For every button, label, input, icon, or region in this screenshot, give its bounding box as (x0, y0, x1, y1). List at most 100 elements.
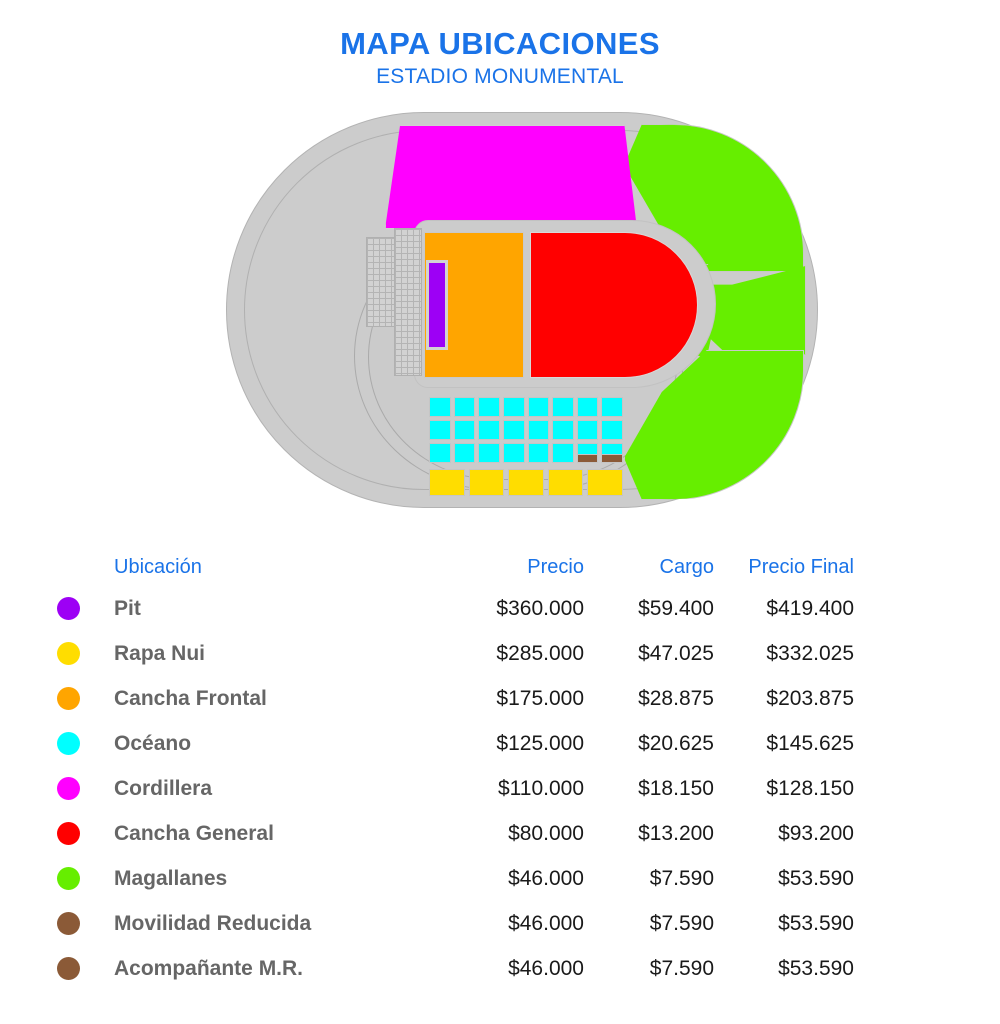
rapa-nui-block[interactable] (468, 469, 505, 496)
row-fee: $18.150 (638, 776, 714, 800)
table-header-row: Ubicación Precio Cargo Precio Final (0, 548, 1000, 586)
color-swatch-icon (57, 687, 80, 710)
column-header-total: Precio Final (748, 555, 854, 578)
color-swatch-icon (57, 732, 80, 755)
oceano-block[interactable] (478, 397, 500, 417)
row-fee: $7.590 (649, 911, 714, 935)
oceano-block[interactable] (601, 420, 623, 440)
oceano-block[interactable] (502, 397, 525, 417)
oceano-block-movilidad-reducida[interactable] (601, 443, 623, 463)
table-row[interactable]: Cancha General $80.000 $13.200 $93.200 (0, 811, 1000, 856)
page-title: MAPA UBICACIONES (340, 26, 660, 61)
table-row[interactable]: Océano $125.000 $20.625 $145.625 (0, 721, 1000, 766)
oceano-block[interactable] (429, 397, 451, 417)
table-row[interactable]: Movilidad Reducida $46.000 $7.590 $53.59… (0, 901, 1000, 946)
row-fee: $7.590 (649, 956, 714, 980)
oceano-block[interactable] (552, 443, 574, 463)
row-price: $46.000 (508, 911, 584, 935)
oceano-block[interactable] (502, 420, 525, 440)
row-location: Cancha Frontal (114, 686, 267, 710)
row-fee: $13.200 (638, 821, 714, 845)
oceano-block[interactable] (502, 443, 525, 463)
oceano-block[interactable] (478, 420, 500, 440)
row-location: Cordillera (114, 776, 213, 800)
color-swatch-icon (57, 777, 80, 800)
color-swatch-icon (57, 822, 80, 845)
row-price: $46.000 (508, 956, 584, 980)
row-price: $285.000 (496, 641, 584, 665)
page-subtitle: ESTADIO MONUMENTAL (376, 64, 624, 88)
row-total: $332.025 (766, 641, 854, 665)
row-location: Magallanes (114, 866, 228, 890)
color-swatch-icon (57, 912, 80, 935)
oceano-block[interactable] (429, 443, 451, 463)
row-price: $46.000 (508, 866, 584, 890)
table-row[interactable]: Rapa Nui $285.000 $47.025 $332.025 (0, 631, 1000, 676)
stadium-seating-map (226, 112, 818, 508)
row-location: Cancha General (114, 821, 274, 845)
row-swatch-cell (0, 867, 98, 890)
column-header-location: Ubicación (114, 555, 202, 578)
color-swatch-icon (57, 642, 80, 665)
oceano-block[interactable] (453, 397, 476, 417)
row-location: Movilidad Reducida (114, 911, 312, 935)
row-fee: $28.875 (638, 686, 714, 710)
table-row[interactable]: Pit $360.000 $59.400 $419.400 (0, 586, 1000, 631)
map-section-oceano-grid (429, 397, 623, 463)
row-swatch-cell (0, 597, 98, 620)
rapa-nui-block[interactable] (508, 469, 544, 496)
row-swatch-cell (0, 642, 98, 665)
map-section-rapa-nui-grid (429, 469, 623, 496)
row-fee: $7.590 (649, 866, 714, 890)
oceano-block[interactable] (552, 397, 574, 417)
rapa-nui-block[interactable] (547, 469, 584, 496)
table-row[interactable]: Acompañante M.R. $46.000 $7.590 $53.590 (0, 946, 1000, 991)
row-price: $175.000 (496, 686, 584, 710)
oceano-block[interactable] (453, 443, 476, 463)
row-location: Océano (114, 731, 192, 755)
table-row[interactable]: Magallanes $46.000 $7.590 $53.590 (0, 856, 1000, 901)
row-swatch-cell (0, 957, 98, 980)
row-total: $128.150 (766, 776, 854, 800)
map-section-cancha-general[interactable] (530, 232, 698, 378)
rapa-nui-block[interactable] (587, 469, 623, 496)
oceano-block[interactable] (576, 397, 599, 417)
table-row[interactable]: Cordillera $110.000 $18.150 $128.150 (0, 766, 1000, 811)
row-total: $419.400 (766, 596, 854, 620)
row-fee: $59.400 (638, 596, 714, 620)
oceano-block[interactable] (527, 420, 550, 440)
row-price: $80.000 (508, 821, 584, 845)
map-section-cordillera[interactable] (385, 125, 637, 229)
oceano-block[interactable] (429, 420, 451, 440)
map-section-pit[interactable] (426, 260, 448, 350)
row-total: $53.590 (778, 866, 854, 890)
color-swatch-icon (57, 867, 80, 890)
row-swatch-cell (0, 822, 98, 845)
row-location: Pit (114, 596, 141, 620)
oceano-block[interactable] (601, 397, 623, 417)
row-price: $360.000 (496, 596, 584, 620)
oceano-block[interactable] (453, 420, 476, 440)
row-swatch-cell (0, 912, 98, 935)
row-total: $53.590 (778, 956, 854, 980)
row-location: Rapa Nui (114, 641, 206, 665)
map-section-cancha-frontal[interactable] (424, 232, 524, 378)
rapa-nui-block[interactable] (429, 469, 465, 496)
row-total: $53.590 (778, 911, 854, 935)
row-total: $93.200 (778, 821, 854, 845)
row-swatch-cell (0, 687, 98, 710)
page-header: MAPA UBICACIONES ESTADIO MONUMENTAL (0, 26, 1000, 88)
row-fee: $47.025 (638, 641, 714, 665)
oceano-block[interactable] (552, 420, 574, 440)
oceano-block[interactable] (576, 420, 599, 440)
oceano-block[interactable] (527, 443, 550, 463)
oceano-block[interactable] (478, 443, 500, 463)
color-swatch-icon (57, 957, 80, 980)
table-row[interactable]: Cancha Frontal $175.000 $28.875 $203.875 (0, 676, 1000, 721)
row-fee: $20.625 (638, 731, 714, 755)
oceano-block-movilidad-reducida[interactable] (576, 443, 599, 463)
row-swatch-cell (0, 732, 98, 755)
row-price: $125.000 (496, 731, 584, 755)
row-location: Acompañante M.R. (114, 956, 304, 980)
oceano-block[interactable] (527, 397, 550, 417)
